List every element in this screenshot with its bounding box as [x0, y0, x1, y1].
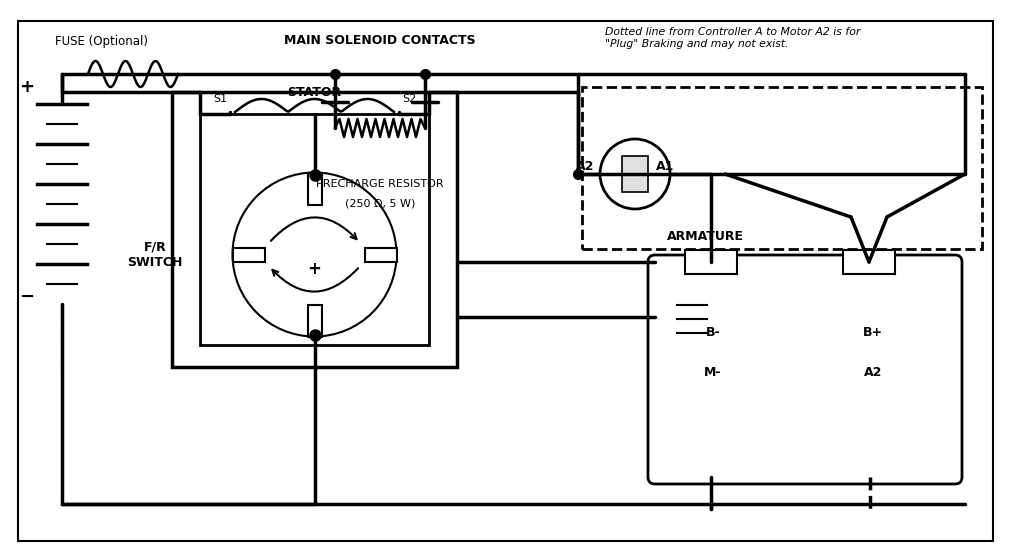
Bar [233, 248, 265, 262]
Text: +: + [307, 259, 321, 277]
Bar [622, 156, 648, 192]
Text: A1: A1 [656, 159, 674, 173]
Text: S1: S1 [213, 94, 227, 104]
Text: FUSE (Optional): FUSE (Optional) [55, 35, 148, 48]
Bar [582, 87, 982, 249]
Text: STATOR: STATOR [287, 86, 342, 98]
Text: A2: A2 [863, 366, 883, 378]
Bar [200, 114, 429, 345]
Text: PRECHARGE RESISTOR: PRECHARGE RESISTOR [316, 179, 444, 189]
Text: ARMATURE: ARMATURE [666, 230, 743, 243]
Text: (250 Ω, 5 W): (250 Ω, 5 W) [345, 198, 416, 208]
Text: MAIN SOLENOID CONTACTS: MAIN SOLENOID CONTACTS [284, 35, 476, 48]
Text: M-: M- [705, 366, 722, 378]
Bar [307, 173, 321, 205]
Text: +: + [19, 78, 34, 96]
Text: S2: S2 [402, 94, 417, 104]
Text: B+: B+ [863, 325, 883, 339]
Bar [685, 250, 737, 274]
Bar [307, 305, 321, 337]
Text: −: − [19, 288, 34, 306]
Text: A2: A2 [576, 159, 594, 173]
Text: Dotted line from Controller A to Motor A2 is for
"Plug" Braking and may not exis: Dotted line from Controller A to Motor A… [605, 27, 860, 49]
Text: B-: B- [706, 325, 720, 339]
Bar [172, 92, 457, 367]
Text: F/R
SWITCH: F/R SWITCH [127, 240, 183, 268]
Bar [843, 250, 895, 274]
Bar [365, 248, 396, 262]
